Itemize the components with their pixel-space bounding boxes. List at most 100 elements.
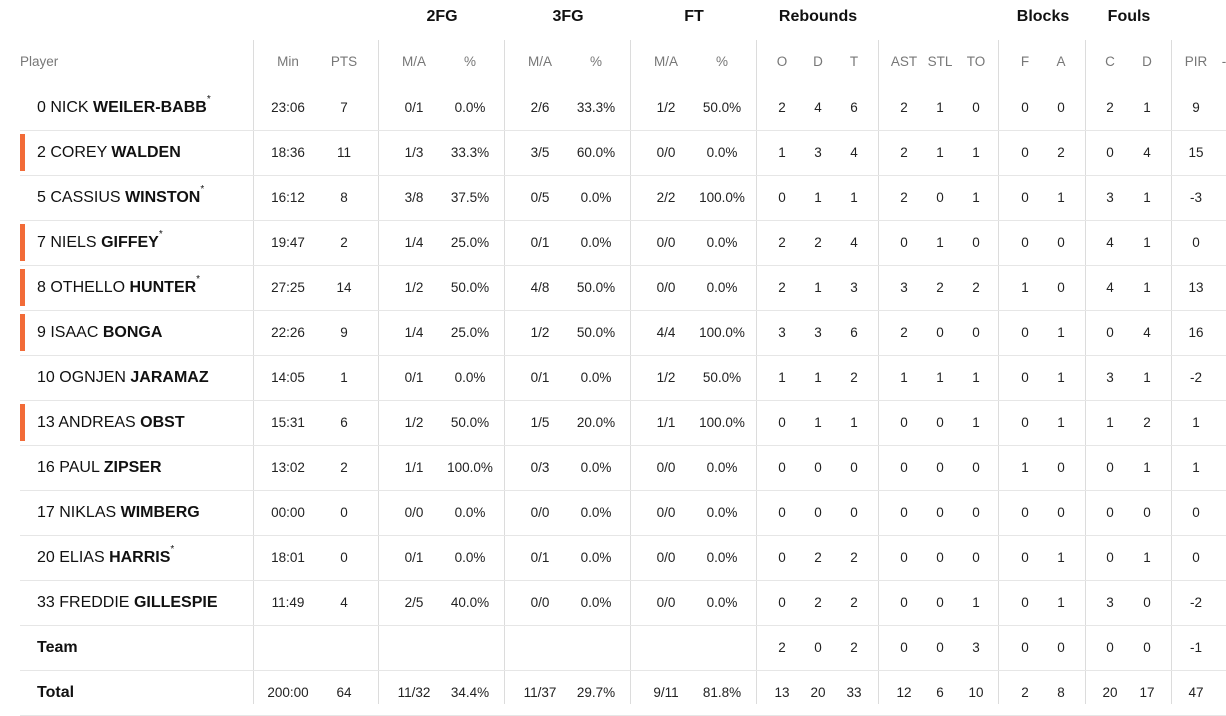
player-row[interactable]: 33 FREDDIE GILLESPIE 11:49 4 2/5 40.0% 0/0 0.0… (20, 580, 1226, 626)
column-header-player[interactable]: Player (20, 54, 59, 69)
player-first-name: FREDDIE (59, 594, 130, 611)
player-name[interactable]: 5 CASSIUS WINSTON* (37, 175, 204, 220)
stat-blk-f: 0 (1021, 370, 1029, 385)
stat-reb-d: 0 (814, 460, 822, 475)
player-name[interactable]: 8 OTHELLO HUNTER* (37, 265, 200, 310)
column-header-fg2-pct[interactable]: % (463, 54, 477, 69)
column-header-more[interactable]: - (1221, 54, 1226, 69)
stat-ft-pct: 0.0% (706, 145, 738, 160)
stat-reb-d: 0 (814, 640, 822, 655)
player-name[interactable]: 20 ELIAS HARRIS* (37, 535, 174, 580)
player-name[interactable]: 2 COREY WALDEN (37, 130, 181, 175)
column-header-blk-f[interactable]: F (1020, 54, 1030, 69)
stat-ft-ma: 1/2 (656, 370, 676, 385)
player-row[interactable]: 9 ISAAC BONGA 22:26 9 1/4 25.0% 1/2 50.0% 4/4 10… (20, 310, 1226, 356)
group-header-rebounds: Rebounds (778, 8, 858, 25)
player-name[interactable]: 16 PAUL ZIPSER (37, 445, 162, 490)
player-first-name: ISAAC (50, 324, 99, 341)
group-header-ft: FT (684, 8, 704, 25)
column-header-stl[interactable]: STL (927, 54, 953, 69)
stat-pts: 9 (340, 325, 348, 340)
player-last-name: GILLESPIE (133, 594, 218, 611)
player-first-name: NICK (50, 99, 89, 116)
player-name[interactable]: 33 FREDDIE GILLESPIE (37, 580, 218, 625)
stat-pts: 0 (340, 550, 348, 565)
player-row[interactable]: 20 ELIAS HARRIS* 18:01 0 0/1 0.0% 0/1 0.0% 0/0 0… (20, 535, 1226, 581)
column-header-blk-a[interactable]: A (1056, 54, 1066, 69)
player-row[interactable]: 5 CASSIUS WINSTON* 16:12 8 3/8 37.5% 0/5 0.0% 2… (20, 175, 1226, 221)
player-name[interactable]: 13 ANDREAS OBST (37, 400, 185, 445)
player-name[interactable]: 10 OGNJEN JARAMAZ (37, 355, 209, 400)
player-star-mark: * (170, 544, 175, 555)
stat-foul-c: 1 (1106, 415, 1114, 430)
player-row[interactable]: 17 NIKLAS WIMBERG 00:00 0 0/0 0.0% 0/0 0.0% 0/0… (20, 490, 1226, 536)
stat-reb-o: 2 (778, 280, 786, 295)
player-name[interactable]: 7 NIELS GIFFEY* (37, 220, 163, 265)
player-row[interactable]: 10 OGNJEN JARAMAZ 14:05 1 0/1 0.0% 0/1 0.0% 1/2… (20, 355, 1226, 401)
group-header-fg3: 3FG (552, 8, 584, 25)
player-name[interactable]: 9 ISAAC BONGA (37, 310, 162, 355)
stat-min: 19:47 (271, 235, 305, 250)
stat-min: 00:00 (271, 505, 305, 520)
column-header-reb-d[interactable]: D (813, 54, 823, 69)
stat-stl: 6 (936, 685, 944, 700)
stat-stl: 0 (936, 550, 944, 565)
stat-to: 0 (972, 100, 980, 115)
stat-reb-t: 0 (850, 460, 858, 475)
stat-to: 1 (972, 595, 980, 610)
column-header-pir[interactable]: PIR (1184, 54, 1208, 69)
stat-reb-o: 1 (778, 145, 786, 160)
stat-min: 23:06 (271, 100, 305, 115)
column-header-pts[interactable]: PTS (330, 54, 358, 69)
stat-pir: 0 (1192, 550, 1200, 565)
column-header-fg3-ma[interactable]: M/A (527, 54, 553, 69)
stat-blk-a: 8 (1057, 685, 1065, 700)
stat-reb-t: 1 (850, 190, 858, 205)
stat-foul-c: 0 (1106, 325, 1114, 340)
column-header-fg2-ma[interactable]: M/A (401, 54, 427, 69)
stat-fg2-pct: 50.0% (450, 280, 490, 295)
column-header-foul-c[interactable]: C (1105, 54, 1115, 69)
stat-foul-c: 4 (1106, 280, 1114, 295)
stat-blk-a: 0 (1057, 100, 1065, 115)
stat-ast: 0 (900, 595, 908, 610)
stat-pts: 6 (340, 415, 348, 430)
stat-foul-d: 1 (1143, 370, 1151, 385)
stat-foul-c: 0 (1106, 505, 1114, 520)
player-row[interactable]: 16 PAUL ZIPSER 13:02 2 1/1 100.0% 0/3 0.0% 0/0 0… (20, 445, 1226, 491)
column-header-reb-t[interactable]: T (849, 54, 859, 69)
stat-ft-ma: 2/2 (656, 190, 676, 205)
total-label: Total (37, 684, 75, 701)
player-row[interactable]: 0 NICK WEILER-BABB* 23:06 7 0/1 0.0% 2/6 33.3%… (20, 85, 1226, 131)
column-header-ft-ma[interactable]: M/A (653, 54, 679, 69)
column-header-to[interactable]: TO (966, 54, 986, 69)
column-header-min[interactable]: Min (277, 54, 299, 69)
stat-foul-d: 4 (1143, 325, 1151, 340)
column-header-ft-pct[interactable]: % (715, 54, 729, 69)
column-header-reb-o[interactable]: O (776, 54, 788, 69)
stat-blk-a: 1 (1057, 415, 1065, 430)
player-row[interactable]: 13 ANDREAS OBST 15:31 6 1/2 50.0% 1/5 20.0% 1/1… (20, 400, 1226, 446)
stat-ast: 0 (900, 550, 908, 565)
stat-fg2-pct: 25.0% (450, 325, 490, 340)
player-name[interactable]: 0 NICK WEILER-BABB* (37, 85, 211, 130)
player-row[interactable]: 2 COREY WALDEN 18:36 11 1/3 33.3% 3/5 60.0% 0/0… (20, 130, 1226, 176)
player-name[interactable]: 17 NIKLAS WIMBERG (37, 490, 200, 535)
stat-blk-f: 0 (1021, 145, 1029, 160)
stat-pts: 64 (336, 685, 352, 700)
player-row[interactable]: 8 OTHELLO HUNTER* 27:25 14 1/2 50.0% 4/8 50.0%… (20, 265, 1226, 311)
stat-pir: -2 (1189, 595, 1203, 610)
column-header-ast[interactable]: AST (890, 54, 918, 69)
stat-reb-d: 4 (814, 100, 822, 115)
player-number: 33 (37, 594, 55, 611)
stat-min: 200:00 (267, 685, 309, 700)
player-row[interactable]: 7 NIELS GIFFEY* 19:47 2 1/4 25.0% 0/1 0.0% 0/0 0… (20, 220, 1226, 266)
column-divider (1171, 40, 1172, 704)
stat-blk-f: 1 (1021, 460, 1029, 475)
player-last-name: WALDEN (111, 144, 181, 161)
player-number: 9 (37, 324, 46, 341)
stat-fg2-ma: 1/4 (404, 325, 424, 340)
column-header-fg3-pct[interactable]: % (589, 54, 603, 69)
player-last-name: WIMBERG (120, 504, 200, 521)
column-header-foul-d[interactable]: D (1142, 54, 1152, 69)
